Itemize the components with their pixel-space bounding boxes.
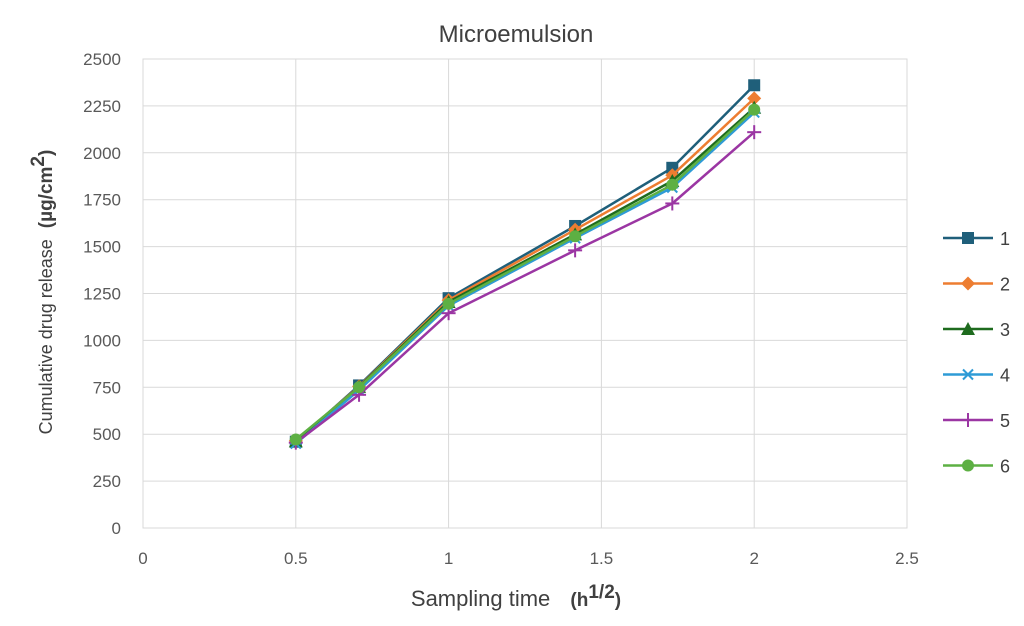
legend-label: 2 <box>1000 275 1010 295</box>
y-axis-unit: µg/cm <box>36 167 57 222</box>
legend: 1 2 3 4 5 6 <box>943 229 1010 477</box>
x-axis-unit-exp: 1/2 <box>588 582 614 603</box>
legend-swatch-marker <box>961 413 975 427</box>
x-axis-unit: h <box>577 590 589 611</box>
series-6-point <box>442 297 455 310</box>
x-axis-title-text: Sampling time <box>411 586 550 611</box>
y-tick-label: 1500 <box>83 238 121 257</box>
legend-label: 4 <box>1000 366 1010 386</box>
series-6 <box>289 103 761 446</box>
legend-swatch-marker <box>962 368 974 381</box>
legend-item-1: 1 <box>943 229 1010 249</box>
y-tick-label: 500 <box>93 425 121 444</box>
legend-swatch-marker <box>961 276 975 291</box>
legend-label: 5 <box>1000 411 1010 431</box>
y-axis-title: Cumulative drug release (µg/cm2) <box>28 150 57 435</box>
x-tick-label: 1.5 <box>590 549 614 568</box>
y-tick-label: 750 <box>93 378 121 397</box>
series-4-line <box>294 111 756 445</box>
legend-label: 6 <box>1000 457 1010 477</box>
series-6-point <box>748 103 761 116</box>
x-tick-label: 0 <box>138 549 147 568</box>
y-tick-label: 1000 <box>83 331 121 350</box>
y-tick-label: 2250 <box>83 97 121 116</box>
series-1-point <box>748 79 761 92</box>
y-tick-label: 1250 <box>83 285 121 304</box>
series-5-line <box>295 131 756 444</box>
legend-swatch-marker <box>961 322 975 335</box>
series-6-point <box>666 178 679 191</box>
x-tick-label: 2.5 <box>895 549 919 568</box>
legend-label: 3 <box>1000 320 1010 340</box>
y-tick-label: 0 <box>112 519 121 538</box>
legend-swatch-marker <box>962 232 974 244</box>
legend-swatch-marker <box>962 459 974 472</box>
legend-item-2: 2 <box>943 275 1010 295</box>
x-tick-label: 1 <box>444 549 453 568</box>
series-6-point <box>353 381 366 394</box>
y-axis-unit-exp: 2 <box>28 156 49 167</box>
series-6-point <box>289 433 302 446</box>
series-5-point <box>747 125 762 140</box>
chart-title: Microemulsion <box>439 21 594 48</box>
series-6-line <box>295 108 756 441</box>
legend-item-5: 5 <box>943 411 1010 431</box>
y-tick-label: 1750 <box>83 191 121 210</box>
x-axis-title: Sampling time (h1/2) <box>411 582 621 611</box>
legend-item-4: 4 <box>943 366 1010 386</box>
legend-item-3: 3 <box>943 320 1010 340</box>
series-6-point <box>569 230 582 243</box>
y-tick-label: 250 <box>93 472 121 491</box>
y-tick-label: 2000 <box>83 144 121 163</box>
x-tick-label: 2 <box>749 549 758 568</box>
series-5-point <box>568 243 583 258</box>
series-5-point <box>665 196 680 211</box>
legend-item-6: 6 <box>943 457 1010 477</box>
y-tick-label: 2500 <box>83 50 121 69</box>
x-tick-label: 0.5 <box>284 549 308 568</box>
y-axis-title-text: Cumulative drug release <box>36 239 56 434</box>
legend-label: 1 <box>1000 229 1010 249</box>
series-2-point <box>747 91 762 106</box>
